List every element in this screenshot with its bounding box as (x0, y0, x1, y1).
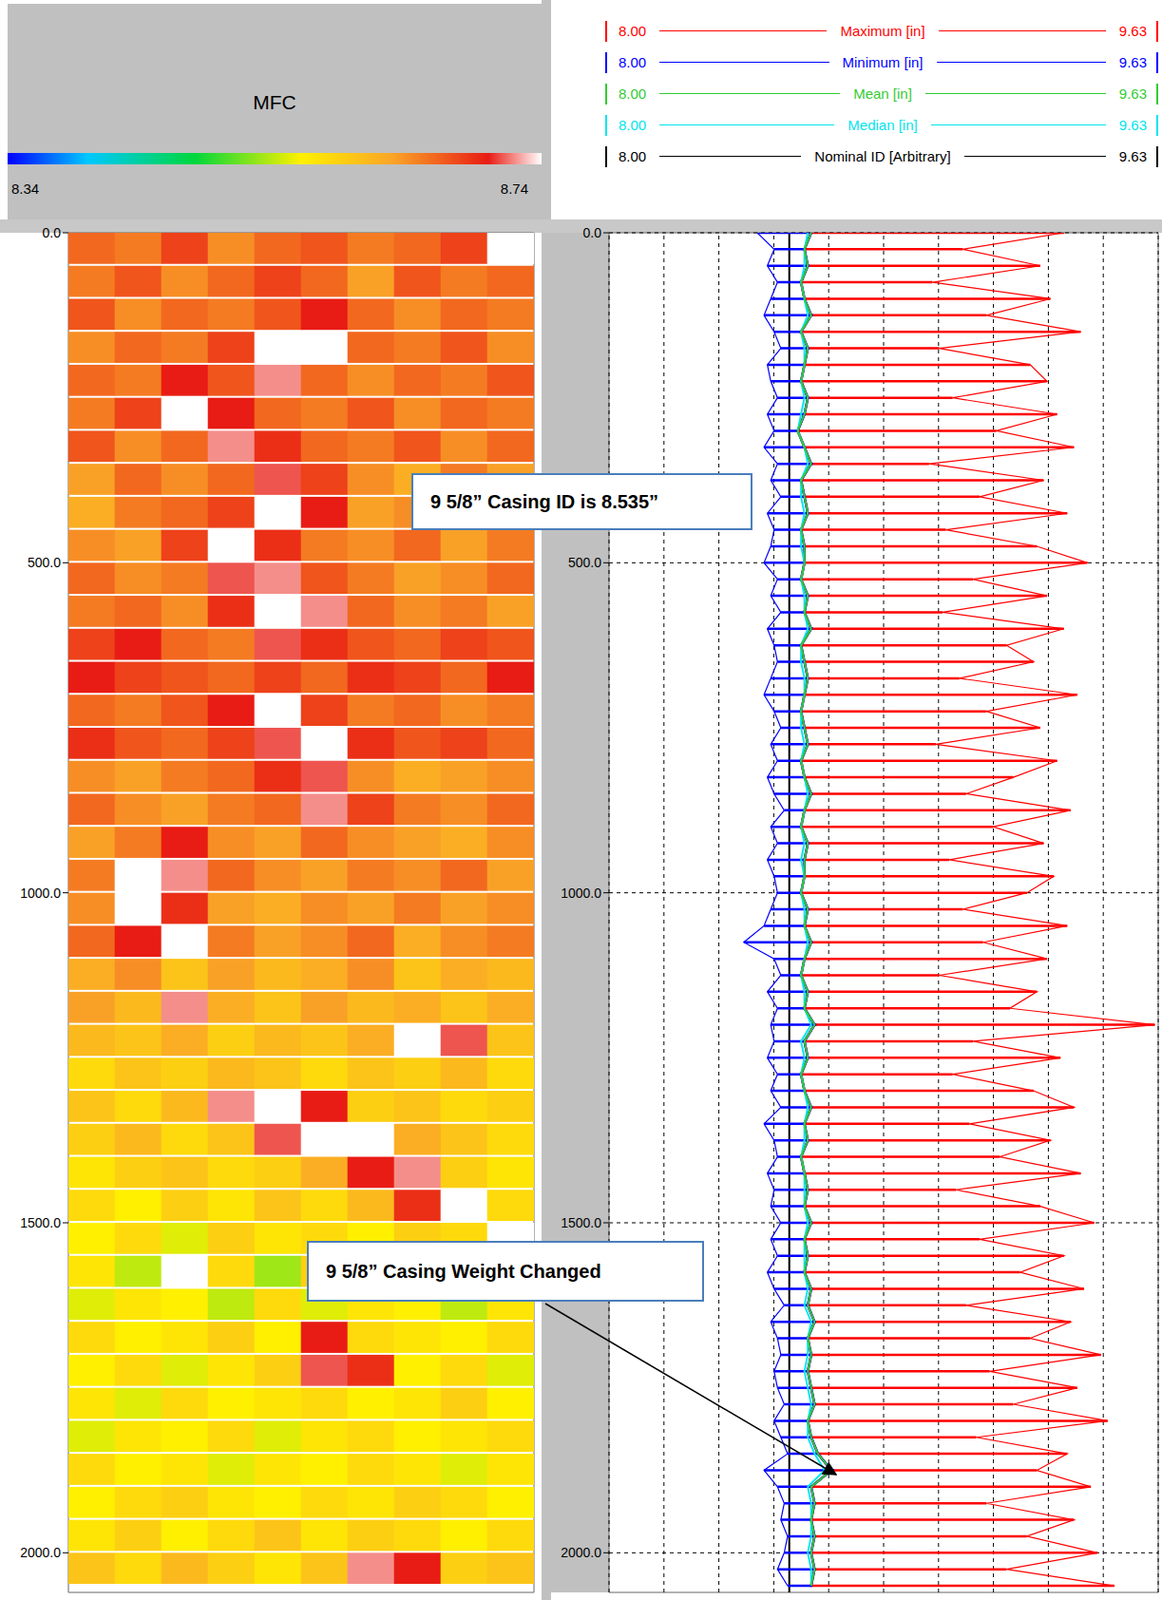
html-text:Maximum [in]: Maximum [in] (840, 22, 926, 39)
html-text:Minimum [in]: Minimum [in] (842, 54, 924, 71)
html-text:Mean [in]: Mean [in] (853, 85, 913, 102)
html-text:9.63: 9.63 (1119, 116, 1147, 134)
svg-text:2000.0: 2000.0 (560, 1544, 602, 1561)
html-text:9.63: 9.63 (1119, 85, 1147, 102)
html-text:8.00: 8.00 (618, 22, 647, 39)
html-text:9.63: 9.63 (1119, 22, 1147, 39)
svg-text:500.0: 500.0 (27, 554, 61, 571)
svg-text:500.0: 500.0 (568, 554, 602, 571)
svg-text:1500.0: 1500.0 (19, 1215, 61, 1231)
html-text:8.34: 8.34 (11, 180, 40, 197)
html-text:9.63: 9.63 (1119, 148, 1147, 165)
html-text:8.74: 8.74 (500, 180, 529, 197)
html-text:MFC: MFC (253, 91, 297, 114)
html-text:Median [in]: Median [in] (847, 116, 918, 134)
html-text:9 5/8” Casing Weight Changed: 9 5/8” Casing Weight Changed (325, 1260, 602, 1282)
html-text:8.00: 8.00 (618, 54, 647, 71)
svg-text:0.0: 0.0 (42, 225, 62, 241)
html-text:9.63: 9.63 (1119, 54, 1147, 71)
svg-text:1000.0: 1000.0 (560, 885, 602, 901)
svg-text:1000.0: 1000.0 (19, 885, 61, 901)
html-text:Nominal ID [Arbitrary]: Nominal ID [Arbitrary] (814, 148, 951, 165)
svg-text:2000.0: 2000.0 (19, 1544, 61, 1561)
svg-text:1500.0: 1500.0 (560, 1215, 602, 1231)
html-text:8.00: 8.00 (618, 148, 647, 165)
svg-text:0.0: 0.0 (583, 225, 603, 241)
html-text:9 5/8” Casing ID is 8.535”: 9 5/8” Casing ID is 8.535” (430, 490, 659, 512)
html-text:8.00: 8.00 (618, 116, 647, 134)
html-text:8.00: 8.00 (618, 85, 647, 102)
